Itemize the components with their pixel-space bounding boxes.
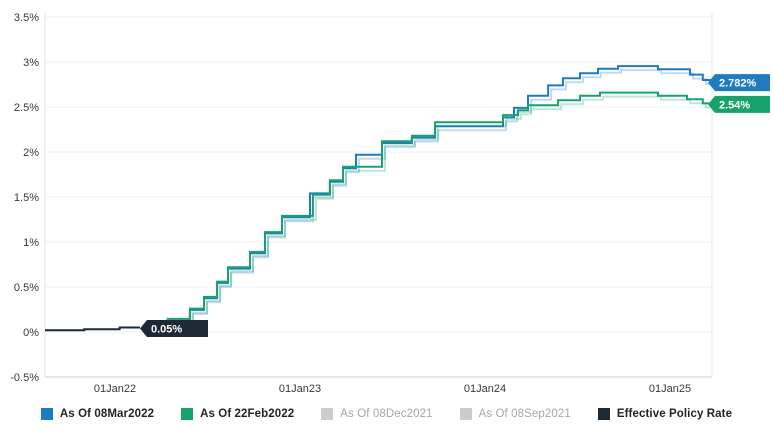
end-value-badge: 2.782% <box>708 74 770 92</box>
y-axis-tick-label: 1.5% <box>14 192 39 204</box>
end-value-label: 2.782% <box>719 78 757 90</box>
x-axis: 01Jan22 01Jan23 01Jan24 01Jan25 <box>94 383 691 395</box>
legend-item-label: As Of 08Sep2021 <box>478 408 571 420</box>
x-axis-tick-label: 01Jan23 <box>279 383 321 395</box>
y-axis-tick-label: 0.5% <box>14 282 39 294</box>
legend-item-as-of-08mar2022[interactable]: As Of 08Mar2022 <box>40 408 155 420</box>
series-as-of-22feb2022 <box>166 91 715 324</box>
end-value-badge: 0.05% <box>140 320 208 337</box>
end-value-label: 2.54% <box>719 99 750 111</box>
gridlines: 3.5% 3% 2.5% 2% 1.5% 1% 0.5% 0% -0.5% <box>10 12 713 384</box>
y-axis-tick-label: 3.5% <box>14 12 39 24</box>
x-axis-tick-label: 01Jan22 <box>94 383 136 395</box>
legend-item-as-of-08dec2021[interactable]: As Of 08Dec2021 <box>321 408 432 420</box>
legend-item-as-of-08sep2021[interactable]: As Of 08Sep2021 <box>459 408 571 420</box>
legend-item-label: As Of 08Dec2021 <box>340 408 433 420</box>
y-axis-tick-label: 1% <box>23 237 39 249</box>
chart-legend: As Of 08Mar2022 As Of 22Feb2022 As Of 08… <box>0 402 773 426</box>
navy-series-swatch-icon <box>597 408 610 420</box>
y-axis-tick-label: -0.5% <box>10 372 39 384</box>
series-as-of-08mar2022 <box>169 65 715 326</box>
x-axis-tick-label: 01Jan25 <box>649 383 691 395</box>
blue-series-swatch-icon <box>40 408 53 420</box>
gray-series-swatch-icon <box>459 408 472 420</box>
legend-item-as-of-22feb2022[interactable]: As Of 22Feb2022 <box>181 408 294 420</box>
rate-expectations-chart: 3.5%3%2.5%2%1.5%1%0.5%0%-0.5%01Jan22 01Ja… <box>10 12 770 395</box>
green-series-swatch-icon <box>181 408 194 420</box>
end-value-label: 0.05% <box>151 324 182 336</box>
y-axis-tick-label: 3% <box>23 57 39 69</box>
series-effective-policy-rate <box>45 326 140 332</box>
y-axis-tick-label: 2% <box>23 147 39 159</box>
y-axis-tick-label: 2.5% <box>14 102 39 114</box>
x-axis-tick-label: 01Jan24 <box>464 383 506 395</box>
end-value-badge: 2.54% <box>708 95 770 113</box>
y-axis-tick-label: 0% <box>23 327 39 339</box>
legend-item-label: Effective Policy Rate <box>616 408 733 420</box>
gray-series-swatch-icon <box>321 408 334 420</box>
legend-item-label: As Of 22Feb2022 <box>200 408 295 420</box>
legend-item-effective-policy-rate[interactable]: Effective Policy Rate <box>597 408 733 420</box>
legend-item-label: As Of 08Mar2022 <box>59 408 155 420</box>
